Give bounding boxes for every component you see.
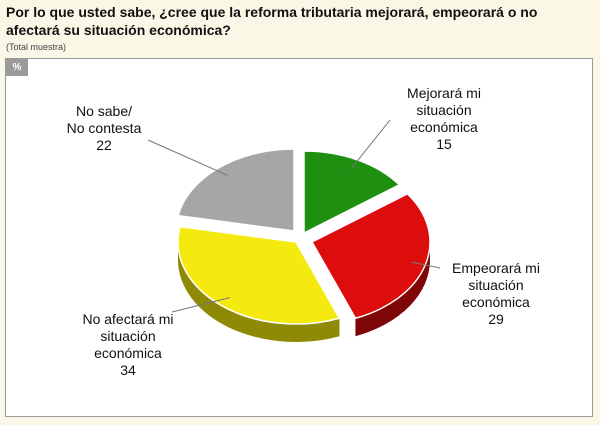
slice-label-line: Mejorará mi: [407, 85, 481, 101]
slice-label-line: económica: [410, 119, 478, 135]
slice-value-0: 15: [436, 136, 452, 152]
chart-panel: %: [5, 58, 593, 417]
slice-value-1: 29: [488, 311, 504, 327]
slice-value-3: 22: [96, 137, 112, 153]
slice-label-line: No sabe/: [76, 103, 132, 119]
slice-label-0: Mejorará mi situación económica 15: [407, 85, 481, 152]
pie-slice-3: [177, 148, 295, 232]
percent-badge: %: [6, 59, 28, 76]
chart-title: Por lo que usted sabe, ¿cree que la refo…: [6, 4, 538, 38]
pie-slice-side-2: [178, 242, 340, 342]
slice-label-2: No afectará mi situación económica 34: [82, 311, 173, 378]
slice-label-1: Empeorará mi situación económica 29: [452, 260, 540, 327]
slice-label-line: situación: [416, 102, 471, 118]
slice-value-2: 34: [120, 362, 136, 378]
slice-label-line: económica: [462, 294, 530, 310]
slice-label-line: No contesta: [67, 120, 142, 136]
leader-line-2: [171, 297, 230, 313]
slice-label-line: situación: [100, 328, 155, 344]
pie-slices: [177, 148, 431, 325]
leader-line-0: [350, 119, 391, 170]
leader-line-3: [147, 139, 229, 176]
pie-slice-2: [177, 225, 341, 325]
pie-slice-side-1: [355, 242, 430, 337]
chart-subtitle: (Total muestra): [6, 42, 67, 52]
slice-label-line: situación: [468, 277, 523, 293]
slice-label-3: No sabe/No contesta 22: [67, 103, 142, 153]
slice-label-line: Empeorará mi: [452, 260, 540, 276]
slice-label-line: No afectará mi: [82, 311, 173, 327]
pie-depth: [178, 242, 430, 342]
leader-line-1: [411, 261, 441, 269]
slice-label-line: económica: [94, 345, 162, 361]
